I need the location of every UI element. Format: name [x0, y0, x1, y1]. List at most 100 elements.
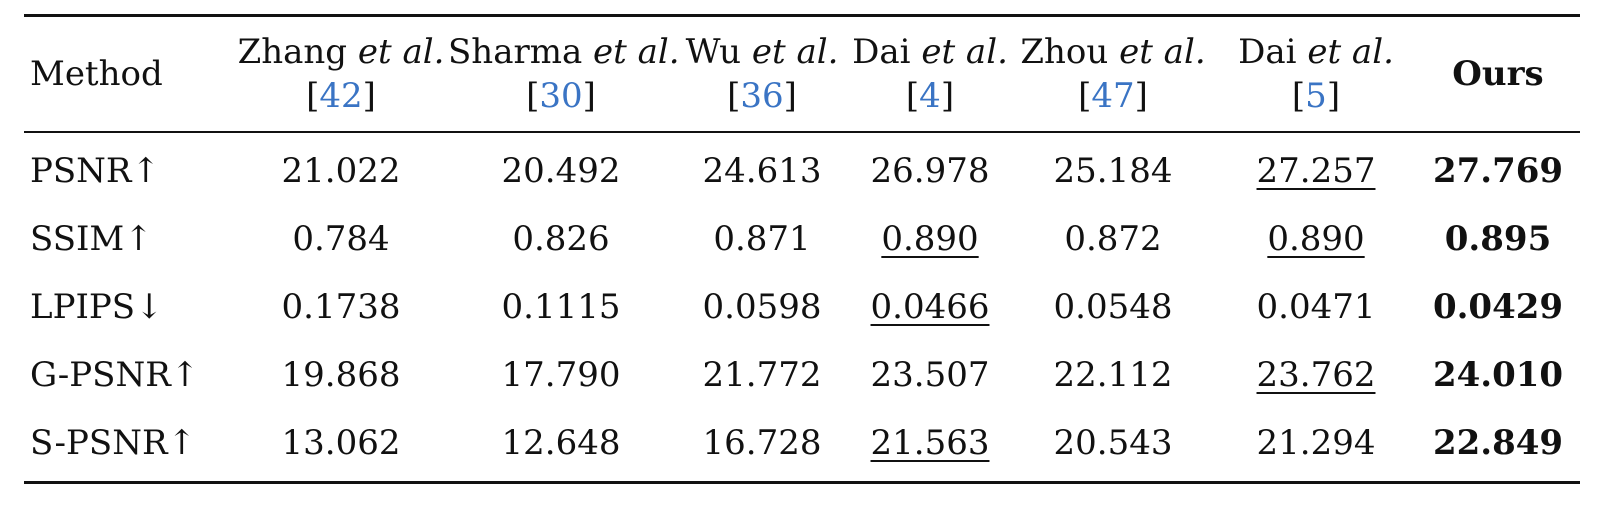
- citation-link[interactable]: 30: [539, 76, 583, 116]
- table-cell: 0.784: [234, 205, 448, 273]
- table-cell: 13.062: [234, 409, 448, 483]
- cell-value: 25.184: [1053, 151, 1173, 191]
- method-header-wu: Wu et al. [36]: [685, 32, 839, 116]
- citation-link[interactable]: 42: [319, 76, 363, 116]
- table-cell: 0.895: [1416, 205, 1580, 273]
- citation-link[interactable]: 47: [1091, 76, 1135, 116]
- ours-column-header: Ours: [1452, 54, 1544, 94]
- table-cell: 0.826: [448, 205, 674, 273]
- cell-value: 19.868: [281, 355, 401, 395]
- metric-label: PSNR↑: [30, 151, 161, 191]
- metric-label: S-PSNR↑: [30, 423, 197, 463]
- cell-value: 0.872: [1064, 219, 1162, 259]
- et-al-text: et al.: [751, 32, 839, 72]
- et-al-text: et al.: [921, 32, 1008, 72]
- table-cell: 23.762: [1216, 341, 1416, 409]
- cell-value: 26.978: [870, 151, 990, 191]
- table-cell: 0.1738: [234, 273, 448, 341]
- method-header-dai-5: Dai et al. [5]: [1238, 32, 1394, 116]
- cell-value: 21.563: [870, 423, 990, 463]
- method-header-sharma: Sharma et al. [30]: [448, 32, 680, 116]
- table-cell: 24.613: [674, 132, 850, 205]
- cell-value: 0.0548: [1053, 287, 1173, 327]
- header-row: Method Zhang et al. [42] Sharma et al. […: [24, 15, 1580, 132]
- cell-value: 0.0598: [702, 287, 822, 327]
- table-cell: 27.769: [1416, 132, 1580, 205]
- cell-value: 20.543: [1053, 423, 1173, 463]
- table-cell: 23.507: [850, 341, 1010, 409]
- cell-value: 0.1115: [501, 287, 621, 327]
- comparison-table-container: Method Zhang et al. [42] Sharma et al. […: [24, 14, 1580, 484]
- method-name: Sharma: [448, 32, 583, 72]
- table-cell: 20.543: [1010, 409, 1216, 483]
- et-al-text: et al.: [357, 32, 445, 72]
- table-cell: 22.849: [1416, 409, 1580, 483]
- table-header: Method Zhang et al. [42] Sharma et al. […: [24, 15, 1580, 132]
- citation-link[interactable]: 4: [919, 76, 941, 116]
- cell-value: 0.826: [512, 219, 610, 259]
- table-cell: 17.790: [448, 341, 674, 409]
- table-cell: 22.112: [1010, 341, 1216, 409]
- method-name: Wu: [685, 32, 742, 72]
- cell-value: 0.0429: [1432, 287, 1564, 327]
- comparison-table: Method Zhang et al. [42] Sharma et al. […: [24, 14, 1580, 484]
- table-cell: 0.0598: [674, 273, 850, 341]
- table-cell: 24.010: [1416, 341, 1580, 409]
- table-cell: 0.1115: [448, 273, 674, 341]
- cell-value: 20.492: [501, 151, 621, 191]
- table-row: S-PSNR↑ 13.062 12.648 16.728 21.563 20.543 21.…: [24, 409, 1580, 483]
- method-name: Zhang: [237, 32, 348, 72]
- cell-value: 0.784: [292, 219, 390, 259]
- table-cell: 0.0429: [1416, 273, 1580, 341]
- table-row: LPIPS↓ 0.1738 0.1115 0.0598 0.0466 0.0548 0.04…: [24, 273, 1580, 341]
- table-cell: 25.184: [1010, 132, 1216, 205]
- cell-value: 24.010: [1432, 355, 1564, 395]
- citation-link[interactable]: 5: [1305, 76, 1327, 116]
- cell-value: 12.648: [501, 423, 621, 463]
- table-cell: 16.728: [674, 409, 850, 483]
- table-cell: 0.0471: [1216, 273, 1416, 341]
- table-row: G-PSNR↑ 19.868 17.790 21.772 23.507 22.112 23.…: [24, 341, 1580, 409]
- cell-value: 22.112: [1053, 355, 1173, 395]
- cell-value: 0.895: [1444, 219, 1552, 259]
- metric-label: G-PSNR↑: [30, 355, 200, 395]
- method-name: Zhou: [1020, 32, 1109, 72]
- cell-value: 24.613: [702, 151, 822, 191]
- table-cell: 26.978: [850, 132, 1010, 205]
- method-name: Dai: [852, 32, 911, 72]
- method-column-header: Method: [30, 54, 163, 94]
- table-cell: 0.872: [1010, 205, 1216, 273]
- cell-value: 17.790: [501, 355, 621, 395]
- table-cell: 20.492: [448, 132, 674, 205]
- table-body: PSNR↑ 21.022 20.492 24.613 26.978 25.184 27.25…: [24, 132, 1580, 483]
- cell-value: 21.772: [702, 355, 822, 395]
- method-header-zhang: Zhang et al. [42]: [237, 32, 445, 116]
- table-cell: 0.0466: [850, 273, 1010, 341]
- cell-value: 13.062: [281, 423, 401, 463]
- table-cell: 19.868: [234, 341, 448, 409]
- table-cell: 21.022: [234, 132, 448, 205]
- cell-value: 0.890: [1267, 219, 1365, 259]
- et-al-text: et al.: [593, 32, 680, 72]
- table-cell: 0.871: [674, 205, 850, 273]
- method-header-zhou: Zhou et al. [47]: [1020, 32, 1206, 116]
- table-cell: 12.648: [448, 409, 674, 483]
- metric-label: SSIM↑: [30, 219, 153, 259]
- table-cell: 27.257: [1216, 132, 1416, 205]
- cell-value: 21.022: [281, 151, 401, 191]
- citation-link[interactable]: 36: [740, 76, 784, 116]
- cell-value: 0.1738: [281, 287, 401, 327]
- table-row: SSIM↑ 0.784 0.826 0.871 0.890 0.872 0.890 0.895: [24, 205, 1580, 273]
- metric-label: LPIPS↓: [30, 287, 164, 327]
- table-cell: 0.890: [1216, 205, 1416, 273]
- method-header-dai-4: Dai et al. [4]: [852, 32, 1008, 116]
- table-cell: 21.294: [1216, 409, 1416, 483]
- cell-value: 0.0471: [1256, 287, 1376, 327]
- table-row: PSNR↑ 21.022 20.492 24.613 26.978 25.184 27.25…: [24, 132, 1580, 205]
- table-cell: 0.890: [850, 205, 1010, 273]
- table-cell: 21.772: [674, 341, 850, 409]
- cell-value: 27.257: [1256, 151, 1376, 191]
- cell-value: 23.762: [1256, 355, 1376, 395]
- et-al-text: et al.: [1119, 32, 1206, 72]
- cell-value: 0.0466: [870, 287, 990, 327]
